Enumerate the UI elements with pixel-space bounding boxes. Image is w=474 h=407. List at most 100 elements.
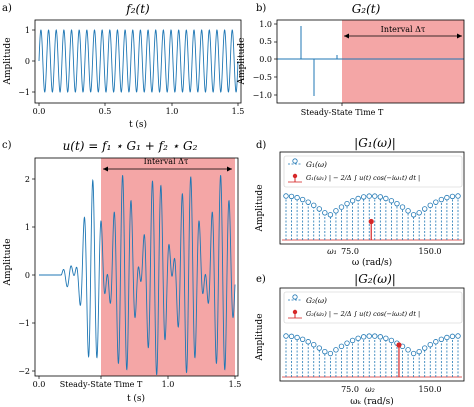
stem-marker xyxy=(311,202,317,209)
stem-marker xyxy=(449,193,456,200)
stem-marker xyxy=(444,194,450,201)
stem-marker xyxy=(405,347,411,353)
stem-marker xyxy=(311,341,317,348)
panel-b-interval-label: Interval Δτ xyxy=(381,25,426,34)
stem-marker xyxy=(333,208,339,214)
stem-marker xyxy=(377,194,384,200)
panel-d-label: d) xyxy=(256,140,266,151)
panel-b-ytick-neg1: −1.0 xyxy=(253,91,272,100)
stem-marker xyxy=(427,202,433,209)
legend-highlight-marker-icon xyxy=(292,309,298,315)
panel-e-legend-2: G₂(ω₂) | − 2/Δ ∫ u(t) cos(−iω₂t) dt | xyxy=(306,310,420,318)
stem-marker xyxy=(344,340,350,346)
panel-d-axes xyxy=(279,151,465,245)
legend-highlight-marker-icon xyxy=(292,173,298,179)
stem-marker xyxy=(449,333,456,340)
panel-a-xlabel: t (s) xyxy=(129,119,147,130)
stem-marker xyxy=(327,212,334,218)
stem-marker xyxy=(388,198,395,204)
stem-marker xyxy=(422,345,428,351)
panel-d-stems xyxy=(282,193,462,241)
stem-marker xyxy=(422,206,428,212)
panel-c-xtick-3: 1.5 xyxy=(229,380,242,389)
panel-e-xtick-75: 75.0 xyxy=(341,385,359,394)
highlight-marker xyxy=(396,342,402,348)
stem-marker xyxy=(383,335,389,342)
stem-marker xyxy=(427,341,433,348)
stem-marker xyxy=(372,193,378,199)
stem-marker xyxy=(305,199,311,205)
panel-d-title: |G₁(ω)| xyxy=(354,136,396,150)
stem-marker xyxy=(455,333,461,339)
panel-d: d) |G₁(ω)| Amplitude G₁(ω) G₁(ω₁) | − 2/… xyxy=(255,136,465,268)
stem-marker xyxy=(316,206,322,212)
stem-marker xyxy=(360,194,367,200)
stem-marker xyxy=(416,210,422,216)
stem-marker xyxy=(305,339,311,345)
panel-a-axes xyxy=(34,19,242,104)
panel-c-axes xyxy=(34,157,239,377)
panel-e-stems xyxy=(282,333,462,378)
stem-marker xyxy=(338,343,345,350)
stem-marker xyxy=(388,337,395,344)
panel-a-xtick-3: 1.5 xyxy=(232,107,245,116)
highlight-marker xyxy=(368,218,374,225)
stem-marker xyxy=(322,210,328,216)
panel-c-xtick-1: 1.0 xyxy=(162,380,175,389)
stem-marker xyxy=(410,212,417,218)
stem-marker xyxy=(360,334,367,340)
panel-c-label: c) xyxy=(2,140,12,151)
panel-b-ytick-05: 0.5 xyxy=(259,37,272,46)
stem-marker xyxy=(283,193,289,199)
panel-b-ytick-neg05: −0.5 xyxy=(253,73,272,82)
panel-a-title: f₂(t) xyxy=(125,2,150,16)
panel-c-ytick-1: 1 xyxy=(25,223,30,232)
panel-c-title: u(t) = f₁ ⋆ G₁ + f₂ ⋆ G₂ xyxy=(63,139,198,153)
panel-e-label: e) xyxy=(256,274,266,285)
stem-marker xyxy=(299,336,306,343)
panel-e-legend xyxy=(283,291,463,324)
stem-marker xyxy=(433,199,439,205)
stem-marker xyxy=(355,335,361,342)
panel-b-ylabel: Amplitude xyxy=(237,37,247,85)
stem-marker xyxy=(316,345,322,351)
stem-marker xyxy=(288,193,295,200)
stem-marker xyxy=(327,350,334,357)
panel-a-xtick-0: 0.0 xyxy=(33,107,46,116)
panel-a: a) f₂(t) Amplitude 1 0 −1 0.0 0.5 1.0 1.… xyxy=(2,2,244,130)
stem-marker xyxy=(288,333,295,340)
panel-e-xtick-150: 150.0 xyxy=(419,385,442,394)
stem-marker xyxy=(438,196,445,203)
panel-e-xtick-w2: ω₂ xyxy=(365,385,375,394)
panel-b: b) G₂(t) Amplitude 1.0 0.5 0.0 −0.5 −1.0… xyxy=(237,2,465,117)
panel-d-legend-1: G₁(ω) xyxy=(306,160,327,169)
panel-d-xtick-75: 75.0 xyxy=(341,247,359,256)
panel-a-ytick-neg1: −1 xyxy=(18,88,30,97)
stem-marker xyxy=(405,208,411,214)
stem-marker xyxy=(338,204,345,210)
panel-d-ylabel: Amplitude xyxy=(255,184,265,232)
panel-b-ytick-0: 0.0 xyxy=(259,55,272,64)
panel-a-label: a) xyxy=(2,3,12,14)
legend-stem-marker-icon xyxy=(292,294,298,300)
stem-marker xyxy=(299,196,306,203)
stem-marker xyxy=(438,336,445,343)
panel-a-ytick-0: 0 xyxy=(25,57,30,66)
stem-marker xyxy=(433,339,439,345)
panel-b-interval-shade xyxy=(342,20,464,103)
panel-e-legend-1: G₂(ω) xyxy=(306,296,327,305)
panel-c-interval-label: Interval Δτ xyxy=(144,157,189,166)
panel-c-xlabel: t (s) xyxy=(127,393,145,404)
panel-c-ytick-2: 2 xyxy=(25,175,30,184)
panel-b-label: b) xyxy=(256,3,266,14)
stem-marker xyxy=(372,333,378,339)
panel-a-ylabel: Amplitude xyxy=(3,37,13,85)
panel-c-xtick-0: 0.0 xyxy=(33,380,46,389)
panel-c-ytick-0: 0 xyxy=(25,271,30,280)
stem-marker xyxy=(366,193,372,199)
panel-e-xlabel: ωₖ (rad/s) xyxy=(350,396,394,407)
stem-marker xyxy=(410,350,417,357)
panel-a-xtick-1: 0.5 xyxy=(99,107,112,116)
stem-marker xyxy=(383,195,389,202)
